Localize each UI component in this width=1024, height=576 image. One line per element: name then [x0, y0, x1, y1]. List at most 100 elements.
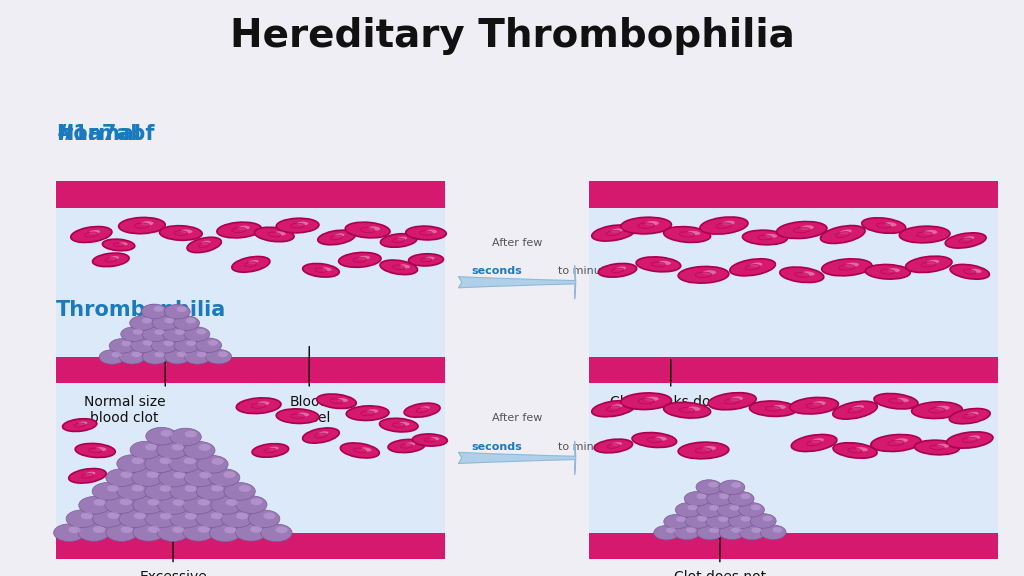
Ellipse shape	[353, 257, 367, 262]
Ellipse shape	[594, 439, 633, 453]
Ellipse shape	[334, 233, 344, 237]
Ellipse shape	[833, 401, 878, 419]
Ellipse shape	[331, 235, 343, 240]
Ellipse shape	[252, 403, 266, 408]
Text: Excessive
blood clot: Excessive blood clot	[139, 570, 207, 576]
Ellipse shape	[174, 316, 200, 331]
Ellipse shape	[62, 419, 97, 431]
Ellipse shape	[130, 441, 162, 459]
Ellipse shape	[221, 510, 253, 528]
Ellipse shape	[89, 448, 101, 453]
Ellipse shape	[142, 350, 168, 364]
Ellipse shape	[81, 473, 93, 478]
Ellipse shape	[392, 423, 406, 427]
Ellipse shape	[159, 469, 189, 487]
Text: #1a7abf: #1a7abf	[56, 124, 155, 144]
Ellipse shape	[636, 257, 681, 272]
Ellipse shape	[426, 230, 437, 233]
Ellipse shape	[881, 270, 895, 274]
Ellipse shape	[92, 253, 129, 267]
Ellipse shape	[183, 524, 214, 541]
Ellipse shape	[621, 393, 672, 410]
Ellipse shape	[78, 422, 87, 425]
Ellipse shape	[133, 524, 164, 541]
Ellipse shape	[169, 455, 200, 473]
Ellipse shape	[186, 340, 197, 346]
Ellipse shape	[897, 398, 909, 402]
Ellipse shape	[874, 393, 918, 409]
Bar	[56, 357, 445, 384]
Bar	[56, 357, 445, 383]
Ellipse shape	[85, 232, 98, 237]
Ellipse shape	[183, 457, 196, 464]
Ellipse shape	[121, 526, 133, 533]
Ellipse shape	[368, 226, 380, 230]
Ellipse shape	[152, 339, 177, 353]
Ellipse shape	[930, 445, 944, 450]
Ellipse shape	[105, 524, 137, 541]
Ellipse shape	[848, 448, 862, 453]
Ellipse shape	[276, 409, 318, 423]
Text: Normal: Normal	[56, 124, 141, 144]
Ellipse shape	[658, 261, 671, 265]
Ellipse shape	[297, 412, 309, 416]
Ellipse shape	[922, 262, 936, 267]
Ellipse shape	[610, 229, 623, 233]
Ellipse shape	[738, 503, 765, 517]
Ellipse shape	[697, 525, 723, 540]
Ellipse shape	[687, 505, 697, 510]
Ellipse shape	[678, 442, 729, 459]
Ellipse shape	[145, 510, 176, 528]
Ellipse shape	[865, 264, 910, 279]
Text: seconds: seconds	[471, 267, 522, 276]
Ellipse shape	[252, 444, 289, 457]
Ellipse shape	[144, 455, 176, 472]
Ellipse shape	[664, 226, 711, 242]
Ellipse shape	[339, 252, 381, 267]
Ellipse shape	[894, 438, 908, 443]
Bar	[589, 357, 998, 559]
Ellipse shape	[196, 510, 227, 528]
Ellipse shape	[274, 232, 286, 235]
Ellipse shape	[740, 516, 751, 522]
Ellipse shape	[400, 444, 413, 448]
Ellipse shape	[968, 412, 979, 416]
Ellipse shape	[145, 427, 177, 445]
Ellipse shape	[651, 262, 666, 267]
Ellipse shape	[409, 254, 443, 266]
Ellipse shape	[959, 238, 972, 243]
Ellipse shape	[905, 256, 952, 272]
Ellipse shape	[75, 444, 116, 457]
Ellipse shape	[696, 480, 722, 494]
Ellipse shape	[731, 527, 741, 533]
Ellipse shape	[121, 471, 133, 478]
Ellipse shape	[358, 256, 370, 260]
Ellipse shape	[360, 411, 375, 415]
Ellipse shape	[911, 402, 963, 419]
Ellipse shape	[611, 442, 623, 446]
Ellipse shape	[638, 399, 654, 404]
Ellipse shape	[174, 338, 200, 353]
Ellipse shape	[360, 228, 375, 233]
Ellipse shape	[740, 494, 751, 499]
Bar	[56, 532, 445, 559]
Ellipse shape	[170, 510, 202, 528]
Ellipse shape	[291, 414, 304, 419]
Ellipse shape	[268, 232, 281, 237]
Ellipse shape	[877, 223, 891, 228]
Ellipse shape	[268, 446, 279, 450]
Ellipse shape	[158, 497, 189, 514]
Ellipse shape	[172, 444, 183, 450]
Ellipse shape	[85, 472, 95, 476]
Ellipse shape	[697, 503, 723, 517]
Ellipse shape	[175, 329, 185, 335]
Ellipse shape	[161, 430, 173, 437]
Ellipse shape	[69, 468, 106, 483]
Ellipse shape	[206, 350, 231, 364]
Ellipse shape	[680, 232, 694, 237]
Ellipse shape	[130, 316, 156, 330]
Ellipse shape	[291, 223, 304, 228]
Ellipse shape	[722, 221, 735, 225]
Ellipse shape	[155, 352, 165, 357]
Ellipse shape	[716, 223, 732, 228]
